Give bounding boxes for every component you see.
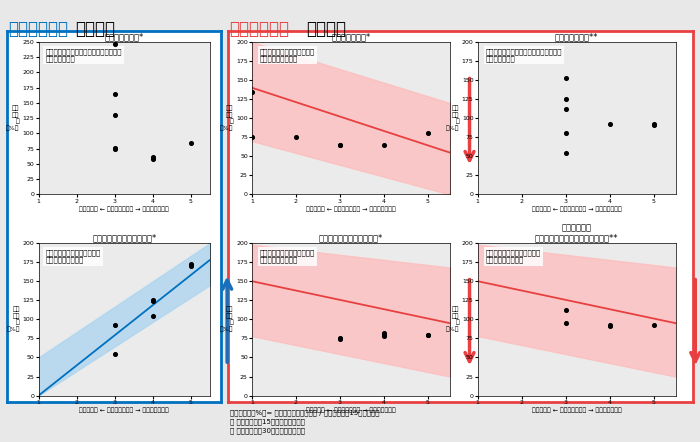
- Text: との相関: との相関: [307, 20, 346, 38]
- Point: [604, 321, 615, 328]
- Point: [109, 145, 120, 152]
- Point: [560, 106, 571, 113]
- Text: マッサージのみの実施とコルチゾールに
相関はなかった: マッサージのみの実施とコルチゾールに 相関はなかった: [486, 48, 562, 62]
- Point: [147, 153, 158, 160]
- Point: [109, 350, 120, 357]
- X-axis label: 硬くなった ← どちらでもない → 柔らかくなった: 硬くなった ← どちらでもない → 柔らかくなった: [79, 408, 169, 413]
- Point: [186, 139, 197, 146]
- Y-axis label: 濃度
の変
化
（%）: 濃度 の変 化 （%）: [446, 307, 459, 332]
- X-axis label: 硬くなった ← どちらでもない → 柔らかくなった: 硬くなった ← どちらでもない → 柔らかくなった: [79, 206, 169, 212]
- Point: [109, 146, 120, 153]
- Title: マッサージのみ**: マッサージのみ**: [555, 32, 598, 41]
- X-axis label: 硬くなった ← どちらでもない → 柔らかくなった: 硬くなった ← どちらでもない → 柔らかくなった: [532, 408, 622, 413]
- Y-axis label: 濃度
の変
化
（%）: 濃度 の変 化 （%）: [446, 106, 459, 131]
- Text: ＊ マッサージの15分後に唾液を採取: ＊ マッサージの15分後に唾液を採取: [230, 419, 304, 425]
- Point: [378, 332, 389, 339]
- Point: [335, 335, 346, 343]
- Y-axis label: 濃度
の変
化
（%）: 濃度 の変 化 （%）: [6, 106, 20, 131]
- Point: [560, 74, 571, 81]
- Point: [335, 141, 346, 149]
- Point: [422, 331, 433, 338]
- Title: マッサージのみ*: マッサージのみ*: [104, 32, 144, 41]
- Point: [378, 141, 389, 149]
- Point: [560, 130, 571, 137]
- Point: [648, 120, 659, 127]
- Point: [560, 95, 571, 103]
- Point: [147, 156, 158, 163]
- Point: [186, 263, 197, 270]
- X-axis label: 硬くなった ← どちらでもない → 柔らかくなった: 硬くなった ← どちらでもない → 柔らかくなった: [306, 206, 395, 212]
- Title: マッサージ＋
頭皮直当てヘッド＋液噴射タイプ**: マッサージ＋ 頭皮直当てヘッド＋液噴射タイプ**: [535, 223, 618, 242]
- Text: 柔らかくなったと感じるほど
コルチゾールが減少: 柔らかくなったと感じるほど コルチゾールが減少: [260, 249, 315, 263]
- Y-axis label: 濃度
の変
化
（%）: 濃度 の変 化 （%）: [220, 106, 233, 131]
- Text: との相関: との相関: [76, 20, 116, 38]
- Point: [109, 90, 120, 97]
- Text: 濃度の変化（%）= 各採取ポイントの濃度 / マッサージの15分前の濃度: 濃度の変化（%）= 各採取ポイントの濃度 / マッサージの15分前の濃度: [230, 410, 379, 416]
- Title: マッサージのみ*: マッサージのみ*: [331, 32, 370, 41]
- Point: [648, 122, 659, 129]
- Point: [560, 149, 571, 156]
- X-axis label: 硬くなった ← どちらでもない → 柔らかくなった: 硬くなった ← どちらでもない → 柔らかくなった: [532, 206, 622, 212]
- Point: [147, 296, 158, 303]
- Y-axis label: 濃度
の変
化
（%）: 濃度 の変 化 （%）: [220, 307, 233, 332]
- Text: ＋ マッサージの30分後に唾液を採取: ＋ マッサージの30分後に唾液を採取: [230, 427, 304, 434]
- Text: 柔らかくなったと感じるほど
コルチゾールが減少: 柔らかくなったと感じるほど コルチゾールが減少: [486, 249, 541, 263]
- Point: [422, 331, 433, 338]
- Point: [246, 88, 258, 95]
- Point: [604, 323, 615, 330]
- Point: [335, 334, 346, 341]
- Point: [335, 141, 346, 149]
- Point: [378, 331, 389, 338]
- Point: [648, 322, 659, 329]
- Text: オキシトシン: オキシトシン: [8, 20, 69, 38]
- Text: 柔らかくなったと感じるほど
オキシトシンが増加: 柔らかくなったと感じるほど オキシトシンが増加: [46, 249, 101, 263]
- Point: [186, 261, 197, 268]
- Title: マッサージ＋泡噴射タイプ*: マッサージ＋泡噴射タイプ*: [318, 233, 383, 242]
- Point: [147, 297, 158, 305]
- Point: [560, 320, 571, 327]
- Title: マッサージ＋泡噴射タイプ*: マッサージ＋泡噴射タイプ*: [92, 233, 156, 242]
- Point: [422, 130, 433, 137]
- Point: [246, 134, 258, 141]
- Point: [109, 112, 120, 119]
- Point: [147, 312, 158, 319]
- Point: [604, 121, 615, 128]
- Point: [378, 330, 389, 337]
- Y-axis label: 濃度
の変
化
（%）: 濃度 の変 化 （%）: [6, 307, 20, 332]
- Text: 柔らかくなったと感じるほど
コルチゾールが減少: 柔らかくなったと感じるほど コルチゾールが減少: [260, 48, 315, 62]
- Point: [560, 307, 571, 314]
- Point: [109, 40, 120, 47]
- Point: [290, 134, 302, 141]
- Point: [109, 322, 120, 329]
- X-axis label: 硬くなった ← どちらでもない → 柔らかくなった: 硬くなった ← どちらでもない → 柔らかくなった: [306, 408, 395, 413]
- Text: コルチゾール: コルチゾール: [230, 20, 290, 38]
- Text: マッサージのみの実施とオキシトシンに
相関はなかった: マッサージのみの実施とオキシトシンに 相関はなかった: [46, 48, 122, 62]
